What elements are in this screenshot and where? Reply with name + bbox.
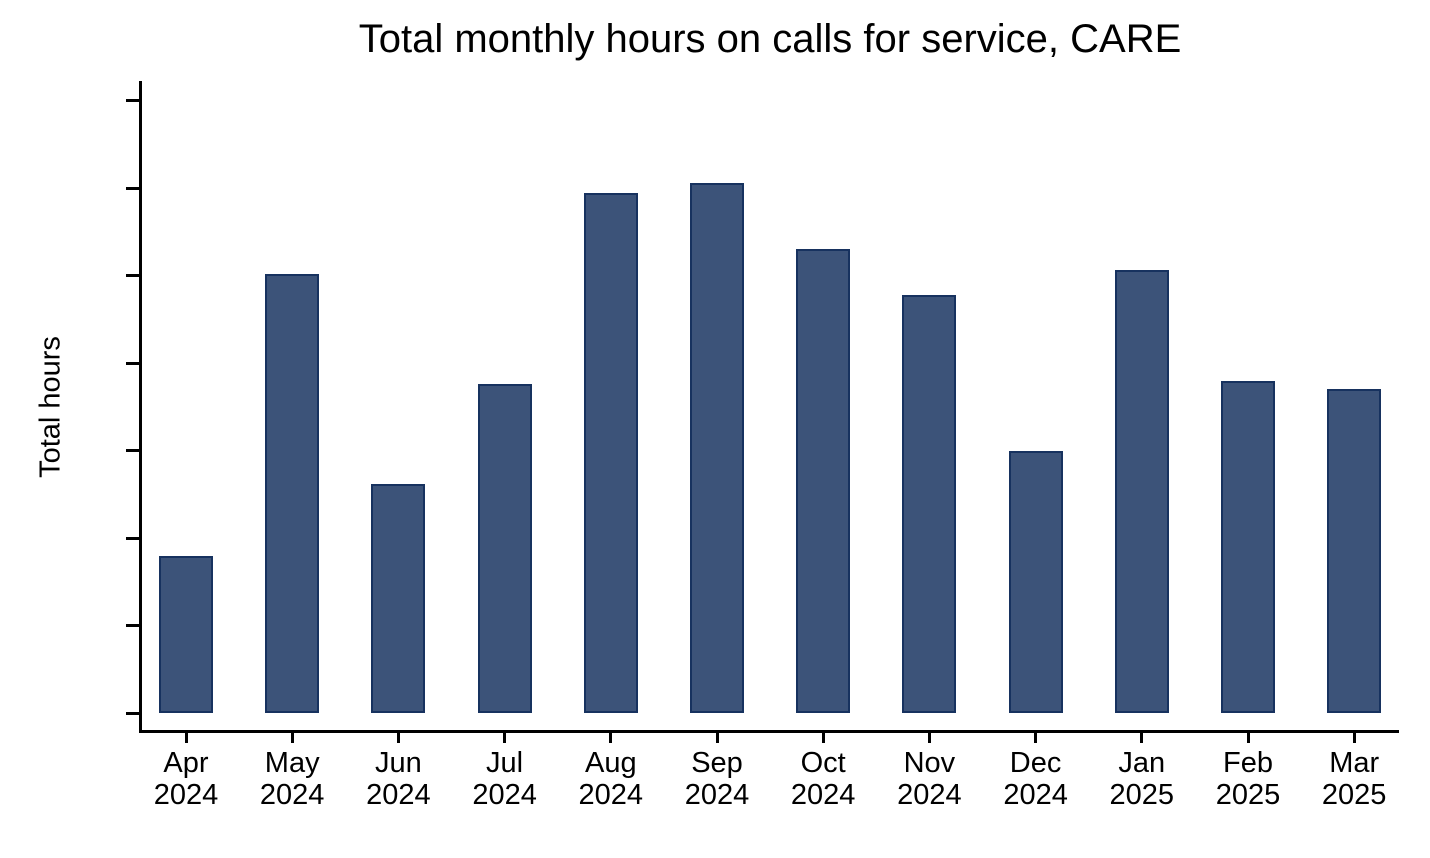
x-tick-label-year: 2024 (578, 779, 644, 811)
x-tick-label-month: Jan (1118, 747, 1166, 779)
x-axis-tick-label: Apr 2024 (111, 747, 261, 811)
x-tick-label-month: Oct (800, 747, 846, 779)
chart-title: Total monthly hours on calls for service… (358, 17, 1182, 61)
x-tick-label-year: 2024 (366, 779, 431, 811)
y-axis-tick-label (40, 85, 120, 117)
bar (477, 384, 532, 713)
bar (690, 182, 744, 713)
x-tick-label-month: Nov (903, 747, 956, 779)
x-tick-label-month: Jun (375, 747, 422, 779)
x-axis-tick (609, 733, 613, 743)
x-tick-label-month: Mar (1329, 747, 1380, 779)
y-axis-line (139, 81, 142, 733)
bar (1114, 270, 1169, 713)
x-axis-tick (1034, 733, 1038, 743)
y-axis-tick-label (40, 522, 120, 554)
x-axis-tick (503, 733, 507, 743)
bar (583, 193, 638, 713)
x-tick-label-month: Feb (1223, 747, 1273, 779)
x-axis-tick (1352, 733, 1356, 743)
x-axis-tick-label: Jun 2024 (323, 747, 473, 811)
bar (1008, 450, 1063, 713)
x-tick-label-year: 2024 (1003, 779, 1068, 811)
x-tick-label-year: 2024 (790, 779, 856, 811)
x-axis-tick (927, 733, 931, 743)
bar (796, 249, 851, 713)
bar (159, 555, 213, 713)
x-axis-tick (715, 733, 719, 743)
x-axis-tick-label: Nov 2024 (854, 747, 1004, 811)
y-axis-tick (126, 624, 139, 627)
bar-value-label (966, 415, 1106, 445)
x-axis-tick-label: Oct 2024 (748, 747, 898, 811)
y-axis-tick (126, 449, 139, 452)
x-axis-tick-label: Mar 2025 (1279, 747, 1429, 811)
bar (902, 294, 957, 713)
x-axis-tick-label: Aug 2024 (536, 747, 686, 811)
y-axis-tick-label (40, 172, 120, 204)
y-axis-tick-label (40, 610, 120, 642)
x-tick-label-month: Aug (584, 747, 637, 779)
x-tick-label-year: 2025 (1321, 779, 1387, 811)
y-axis-tick (126, 361, 139, 365)
bar-value-label (859, 259, 999, 289)
bar-value-label (116, 520, 256, 550)
bar-value-label (328, 448, 468, 478)
x-axis-tick (1140, 733, 1144, 743)
x-axis-line (139, 730, 1399, 733)
x-tick-label-year: 2024 (153, 779, 219, 811)
bar (265, 273, 320, 713)
x-tick-label-year: 2025 (1109, 779, 1175, 811)
x-tick-label-year: 2024 (472, 779, 537, 811)
x-axis-tick-label: May 2024 (217, 747, 367, 811)
x-tick-label-month: Sep (691, 747, 743, 779)
x-axis-tick-label: Dec 2024 (961, 747, 1111, 811)
x-tick-label-month: May (264, 747, 320, 779)
x-axis-tick (290, 733, 294, 743)
y-axis-tick-label (40, 697, 120, 729)
x-axis-tick (1246, 733, 1250, 743)
y-axis-tick (126, 536, 139, 540)
x-tick-label-month: Jul (486, 747, 524, 779)
bar-value-label (1072, 234, 1212, 264)
bar-value-label (222, 238, 362, 268)
x-tick-label-month: Apr (163, 747, 209, 779)
bar (1327, 389, 1382, 713)
y-axis-tick (126, 274, 139, 277)
bar (371, 483, 426, 713)
x-axis-tick-label: Sep 2024 (642, 747, 792, 811)
x-axis-tick (184, 733, 188, 743)
y-axis-tick-label (40, 347, 120, 379)
x-tick-label-year: 2024 (684, 779, 750, 811)
bar-value-label (647, 147, 787, 177)
y-axis-tick-label (40, 260, 120, 292)
x-axis-tick-label: Jul 2024 (430, 747, 580, 811)
bar-value-label (435, 348, 575, 378)
bar (1221, 380, 1275, 713)
x-axis-tick (821, 733, 825, 743)
y-axis-tick (126, 99, 139, 102)
bar-value-label (753, 213, 893, 243)
bar-value-label (1284, 353, 1424, 383)
x-tick-label-year: 2024 (259, 779, 325, 811)
x-axis-tick-label: Jan 2025 (1067, 747, 1217, 811)
x-tick-label-year: 2025 (1215, 779, 1281, 811)
y-axis-tick-label (40, 435, 120, 467)
x-axis-tick (396, 733, 400, 743)
y-axis-tick (126, 186, 139, 190)
x-axis-tick-label: Feb 2025 (1173, 747, 1323, 811)
y-axis-tick (126, 711, 139, 715)
x-tick-label-year: 2024 (897, 779, 962, 811)
x-tick-label-month: Dec (1009, 747, 1062, 779)
